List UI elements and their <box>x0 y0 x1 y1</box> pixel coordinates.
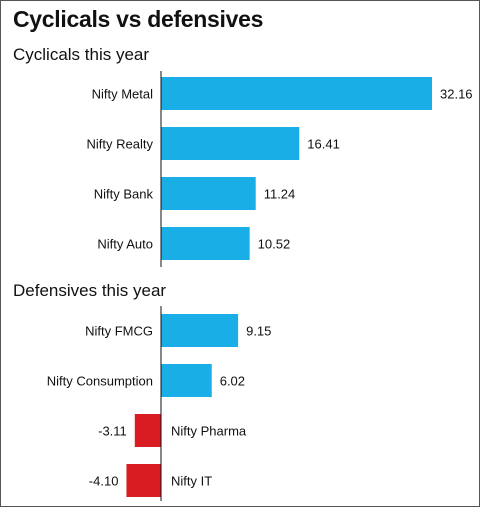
category-label-1-0: Nifty FMCG <box>85 324 153 339</box>
category-label-1-3: Nifty IT <box>171 474 212 489</box>
category-label-0-0: Nifty Metal <box>92 87 154 102</box>
category-label-1-2: Nifty Pharma <box>171 424 247 439</box>
value-label-1-3: -4.10 <box>89 474 119 489</box>
value-label-1-2: -3.11 <box>98 424 127 439</box>
category-label-0-1: Nifty Realty <box>87 137 154 152</box>
bar-0-0 <box>161 77 432 110</box>
group-title-defensives: Defensives this year <box>13 281 167 300</box>
bar-0-1 <box>161 127 300 160</box>
bar-1-0 <box>161 314 239 347</box>
value-label-0-3: 10.52 <box>258 237 291 252</box>
bar-1-3 <box>126 464 161 497</box>
value-label-0-0: 32.16 <box>440 87 473 102</box>
bar-1-1 <box>161 364 212 397</box>
chart-title: Cyclicals vs defensives <box>13 6 264 32</box>
value-label-1-1: 6.02 <box>220 374 245 389</box>
value-label-0-2: 11.24 <box>264 187 296 202</box>
group-title-cyclicals: Cyclicals this year <box>13 45 150 64</box>
category-label-1-1: Nifty Consumption <box>47 374 153 389</box>
bar-1-2 <box>134 414 161 447</box>
value-label-0-1: 16.41 <box>307 137 340 152</box>
bar-0-3 <box>161 227 250 260</box>
category-label-0-2: Nifty Bank <box>94 187 154 202</box>
value-label-1-0: 9.15 <box>246 324 271 339</box>
bar-0-2 <box>161 177 256 210</box>
category-label-0-3: Nifty Auto <box>97 237 153 252</box>
